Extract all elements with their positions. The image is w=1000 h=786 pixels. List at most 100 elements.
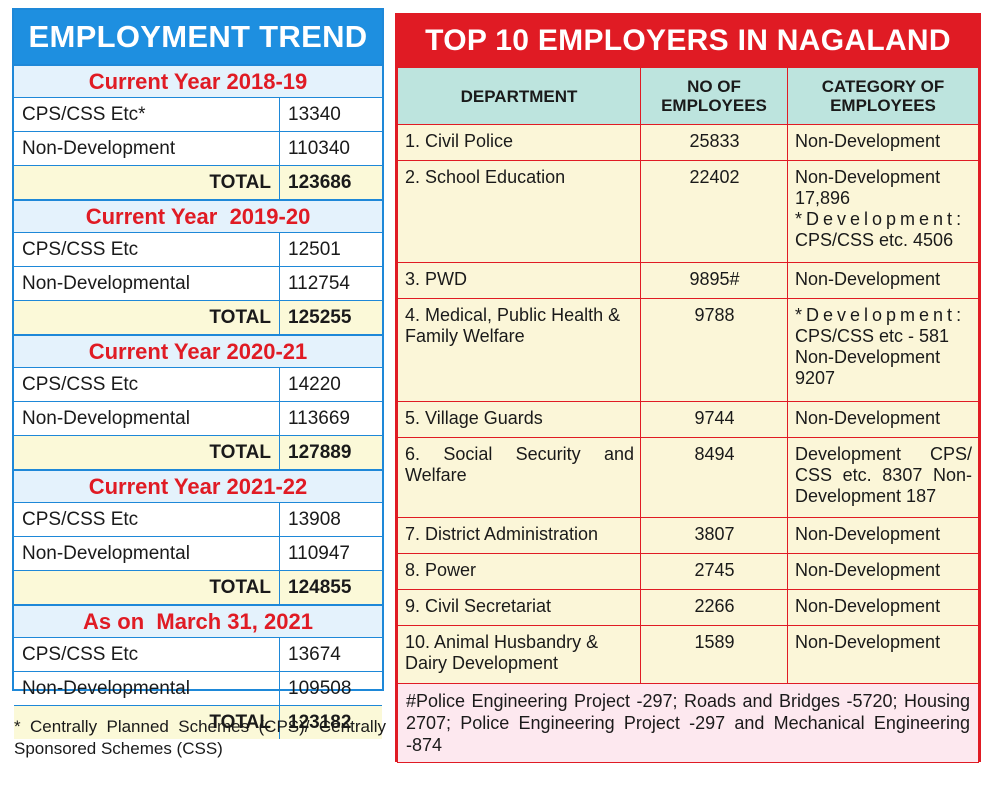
category-cell: Non-Development [787, 553, 979, 590]
category-line: CPS/CSS etc. 4506 [795, 230, 954, 250]
category-cell: *Development: CPS/CSS etc - 581 Non-Deve… [787, 298, 979, 402]
employers-table: DEPARTMENT NO OF EMPLOYEES CATEGORY OF E… [397, 67, 979, 763]
total-label: TOTAL [14, 301, 280, 334]
table-row: Non-Developmental 113669 [14, 401, 382, 435]
period-block: Current Year 2019-20 CPS/CSS Etc 12501 N… [14, 199, 382, 334]
category-cell: Non-Development [787, 589, 979, 626]
employees-cell: 22402 [640, 160, 788, 263]
category-cell: Non-Development [787, 262, 979, 299]
table-row: Non-Development 110340 [14, 131, 382, 165]
total-value: 125255 [280, 301, 382, 334]
total-value: 123686 [280, 166, 382, 199]
department-cell: 7. District Administration [397, 517, 641, 554]
table-row: Non-Developmental 110947 [14, 536, 382, 570]
row-value: 13908 [288, 509, 341, 530]
department-cell: 5. Village Guards [397, 401, 641, 438]
row-label: CPS/CSS Etc [14, 368, 280, 401]
employees-cell: 9788 [640, 298, 788, 402]
employees-cell: 2266 [640, 589, 788, 626]
employment-trend-panel: EMPLOYMENT TREND Current Year 2018-19 CP… [12, 8, 384, 739]
row-label: CPS/CSS Etc [14, 233, 280, 266]
row-label: CPS/CSS Etc [14, 638, 280, 671]
category-line: CPS/CSS etc - 581 [795, 326, 950, 346]
table-row: 5. Village Guards 9744 Non-Development [397, 401, 979, 438]
employees-cell: 25833 [640, 124, 788, 161]
table-row: 10. Animal Husbandry & Dairy Development… [397, 625, 979, 684]
category-line: 17,896 [795, 188, 851, 208]
column-header-employees: NO OF EMPLOYEES [640, 67, 788, 125]
category-line: Non-Development [795, 347, 941, 367]
category-cell: Non-Development [787, 517, 979, 554]
note-text: #Police Engineering Project -297; Roads … [397, 683, 979, 763]
row-value: 13674 [288, 644, 341, 665]
total-label: TOTAL [14, 571, 280, 604]
table-row: 4. Medical, Public Health & Family Welfa… [397, 298, 979, 402]
column-header-category: CATEGORY OF EMPLOYEES [787, 67, 979, 125]
row-label: Non-Development [14, 132, 280, 165]
row-label: Non-Developmental [14, 537, 280, 570]
table-row: 6. Social Security and Welfare 8494 Deve… [397, 437, 979, 518]
row-value: 112754 [288, 273, 350, 294]
period-block: Current Year 2020-21 CPS/CSS Etc 14220 N… [14, 334, 382, 469]
employees-cell: 3807 [640, 517, 788, 554]
total-row: TOTAL 127889 [14, 435, 382, 469]
category-line: Non-Development [795, 167, 941, 187]
department-cell: 6. Social Security and Welfare [397, 437, 641, 518]
employment-trend-title: EMPLOYMENT TREND [14, 10, 382, 64]
department-cell: 3. PWD [397, 262, 641, 299]
row-label: CPS/CSS Etc* [14, 98, 280, 131]
table-header-row: DEPARTMENT NO OF EMPLOYEES CATEGORY OF E… [397, 67, 979, 125]
employees-cell: 9895# [640, 262, 788, 299]
total-label: TOTAL [14, 166, 280, 199]
total-row: TOTAL 124855 [14, 570, 382, 604]
table-row: CPS/CSS Etc 13908 [14, 502, 382, 536]
row-value: 110340 [288, 138, 350, 159]
row-label: CPS/CSS Etc [14, 503, 280, 536]
note-row: #Police Engineering Project -297; Roads … [397, 683, 979, 763]
category-cell: Non-Development 17,896 *Development: CPS… [787, 160, 979, 263]
department-cell: 4. Medical, Public Health & Family Welfa… [397, 298, 641, 402]
period-heading: Current Year 2020-21 [14, 336, 382, 367]
employees-cell: 1589 [640, 625, 788, 684]
category-cell: Non-Development [787, 625, 979, 684]
table-row: 9. Civil Secretariat 2266 Non-Developmen… [397, 589, 979, 626]
total-row: TOTAL 125255 [14, 300, 382, 334]
employees-cell: 9744 [640, 401, 788, 438]
period-heading: Current Year 2021-22 [14, 471, 382, 502]
period-block: Current Year 2021-22 CPS/CSS Etc 13908 N… [14, 469, 382, 604]
row-value: 13340 [288, 104, 341, 125]
period-heading: Current Year 2018-19 [14, 66, 382, 97]
row-value: 14220 [288, 374, 341, 395]
period-block: Current Year 2018-19 CPS/CSS Etc* 13340 … [14, 64, 382, 199]
row-value: 109508 [288, 678, 352, 699]
table-row: CPS/CSS Etc* 13340 [14, 97, 382, 131]
footnote: * Centrally Planned Schemes (CPS)/ Centr… [14, 717, 386, 758]
table-row: Non-Developmental 109508 [14, 671, 382, 705]
table-row: CPS/CSS Etc 13674 [14, 637, 382, 671]
total-label: TOTAL [14, 706, 280, 739]
top-employers-panel: TOP 10 EMPLOYERS IN NAGALAND DEPARTMENT … [395, 13, 981, 763]
total-value: 127889 [280, 436, 382, 469]
period-heading: Current Year 2019-20 [14, 201, 382, 232]
row-value: 110947 [288, 543, 350, 564]
employees-cell: 2745 [640, 553, 788, 590]
table-row: 3. PWD 9895# Non-Development [397, 262, 979, 299]
category-line: 9207 [795, 368, 836, 388]
department-cell: 8. Power [397, 553, 641, 590]
total-value: 123182 [280, 706, 382, 739]
table-row: 8. Power 2745 Non-Development [397, 553, 979, 590]
total-value: 124855 [280, 571, 382, 604]
total-row: TOTAL 123182 [14, 705, 382, 739]
department-cell: 1. Civil Police [397, 124, 641, 161]
row-label: Non-Developmental [14, 267, 280, 300]
total-label: TOTAL [14, 436, 280, 469]
row-value: 113669 [288, 408, 350, 429]
category-cell: Development CPS/ CSS etc. 8307 Non-Devel… [787, 437, 979, 518]
category-cell: Non-Development [787, 401, 979, 438]
table-row: CPS/CSS Etc 12501 [14, 232, 382, 266]
table-row: 7. District Administration 3807 Non-Deve… [397, 517, 979, 554]
row-label: Non-Developmental [14, 402, 280, 435]
department-cell: 10. Animal Husbandry & Dairy Development [397, 625, 641, 684]
category-cell: Non-Development [787, 124, 979, 161]
column-header-department: DEPARTMENT [397, 67, 641, 125]
